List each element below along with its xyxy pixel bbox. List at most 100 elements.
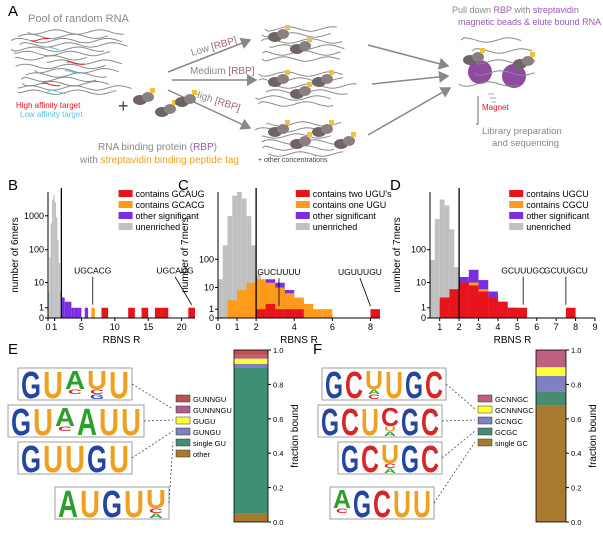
logo-letter: C bbox=[381, 402, 399, 432]
legend-label: contains UGCU bbox=[526, 189, 589, 199]
logo-letter: C bbox=[361, 439, 379, 481]
x-tick-label: 2 bbox=[254, 322, 259, 332]
logo-letter: C bbox=[368, 395, 382, 401]
rna-strand bbox=[17, 89, 117, 95]
protein bbox=[299, 86, 311, 96]
logo-letter: G bbox=[401, 439, 419, 481]
legend-label: GUGU bbox=[193, 417, 216, 426]
x-axis-label: RBNS R bbox=[494, 335, 532, 346]
peptide-tag bbox=[329, 120, 334, 125]
legend-swatch bbox=[509, 223, 524, 230]
histogram-bar bbox=[128, 307, 135, 318]
rna-strand bbox=[20, 76, 97, 83]
text-part: [RBP] bbox=[228, 66, 254, 77]
protein bbox=[299, 136, 311, 146]
y-tick-label: 100 bbox=[411, 245, 426, 255]
legend-label: contains GCAUG bbox=[136, 189, 205, 199]
x-tick-label: 1 bbox=[52, 322, 57, 332]
x-tick-label: 8 bbox=[573, 322, 578, 332]
histogram-bar bbox=[246, 216, 252, 318]
histogram-bar bbox=[468, 285, 479, 318]
histogram-bar bbox=[488, 297, 498, 318]
logo-letter: U bbox=[43, 365, 63, 407]
histogram-bar bbox=[507, 307, 518, 318]
condition-label: High [RBP] bbox=[191, 88, 242, 114]
histogram-bar bbox=[256, 309, 266, 318]
connector bbox=[441, 430, 476, 459]
pulldown-label: Pull down RBP with streptavidin bbox=[452, 5, 579, 15]
histogram-bar bbox=[53, 195, 55, 318]
stacked-segment bbox=[536, 391, 566, 406]
stacked-segment bbox=[234, 350, 268, 356]
y-tick-label: 1000 bbox=[24, 211, 44, 221]
peptide-tag bbox=[307, 132, 312, 137]
protein bbox=[343, 136, 355, 146]
stacked-segment bbox=[234, 367, 268, 514]
logo-letter: U bbox=[124, 484, 144, 526]
legend-label: contains one UGU bbox=[313, 200, 387, 210]
connector bbox=[131, 430, 174, 459]
protein bbox=[321, 124, 333, 134]
x-tick-label: 10 bbox=[110, 322, 120, 332]
text-part: RNA binding protein ( bbox=[98, 142, 194, 153]
histogram-bar bbox=[78, 307, 82, 318]
histogram-bar bbox=[284, 309, 295, 318]
legend-swatch bbox=[118, 223, 133, 230]
histogram-bar bbox=[322, 309, 333, 318]
logo-box bbox=[321, 367, 447, 401]
peptide-tag bbox=[307, 37, 312, 42]
annotation: UGUUUGU bbox=[338, 267, 382, 277]
histogram-bar bbox=[48, 291, 50, 318]
protein bbox=[472, 52, 484, 62]
panel-a: A Pool of random RNA High affinity targe… bbox=[8, 3, 601, 166]
y-tick-label: 0.6 bbox=[571, 415, 581, 424]
x-tick-label: 3 bbox=[476, 322, 481, 332]
stacked-segment bbox=[536, 367, 566, 376]
histogram-bar bbox=[517, 307, 528, 318]
y-tick-label: 0.2 bbox=[571, 484, 581, 493]
logo-letter: G bbox=[325, 365, 343, 407]
logo-letter: G bbox=[21, 439, 41, 481]
peptide-tag bbox=[192, 90, 197, 95]
text-part: Medium bbox=[190, 66, 228, 77]
histogram-bar bbox=[71, 307, 75, 318]
histogram-bar bbox=[227, 216, 233, 318]
arrow bbox=[371, 70, 450, 85]
logo-letter: U bbox=[87, 365, 107, 395]
histogram-bar bbox=[303, 304, 314, 318]
legend-label: other significant bbox=[313, 211, 377, 221]
legend-label: single GC bbox=[495, 439, 529, 448]
logo-letter: U bbox=[385, 365, 403, 407]
other-conc-label: + other concentrations bbox=[258, 157, 328, 164]
x-tick-label: 6 bbox=[534, 322, 539, 332]
x-tick-label: 4 bbox=[292, 322, 297, 332]
histogram-bar bbox=[50, 223, 53, 318]
text-part: with bbox=[512, 5, 533, 15]
histogram-bar bbox=[57, 239, 59, 318]
y-axis-label: fraction bound bbox=[290, 404, 301, 467]
logo-letter: A bbox=[65, 365, 85, 395]
rna-strand bbox=[258, 71, 343, 77]
rna-strand bbox=[474, 70, 535, 76]
histogram-bar bbox=[188, 307, 195, 318]
legend-label: contains two UGU's bbox=[313, 189, 392, 199]
protein bbox=[184, 94, 196, 104]
logo-letter: U bbox=[381, 439, 399, 469]
library-label: Library preparation bbox=[482, 126, 562, 137]
histogram-bar bbox=[154, 307, 162, 318]
rna-strand bbox=[34, 67, 120, 74]
histogram-bar bbox=[141, 307, 149, 318]
y-tick-label: 1 bbox=[421, 303, 426, 313]
low-affinity-label: Low affinity target bbox=[20, 110, 83, 119]
condition-label: Medium [RBP] bbox=[190, 66, 255, 77]
histogram-bar bbox=[444, 205, 450, 318]
logo-letter: U bbox=[384, 427, 396, 433]
peptide-tag bbox=[285, 120, 290, 125]
logo-letter: U bbox=[393, 484, 411, 526]
histogram-bar bbox=[54, 202, 57, 318]
logo-letter: G bbox=[90, 395, 105, 401]
legend-swatch bbox=[477, 438, 493, 447]
rna-strand bbox=[41, 82, 61, 87]
legend-swatch bbox=[477, 394, 493, 403]
histogram-bar bbox=[56, 217, 58, 318]
